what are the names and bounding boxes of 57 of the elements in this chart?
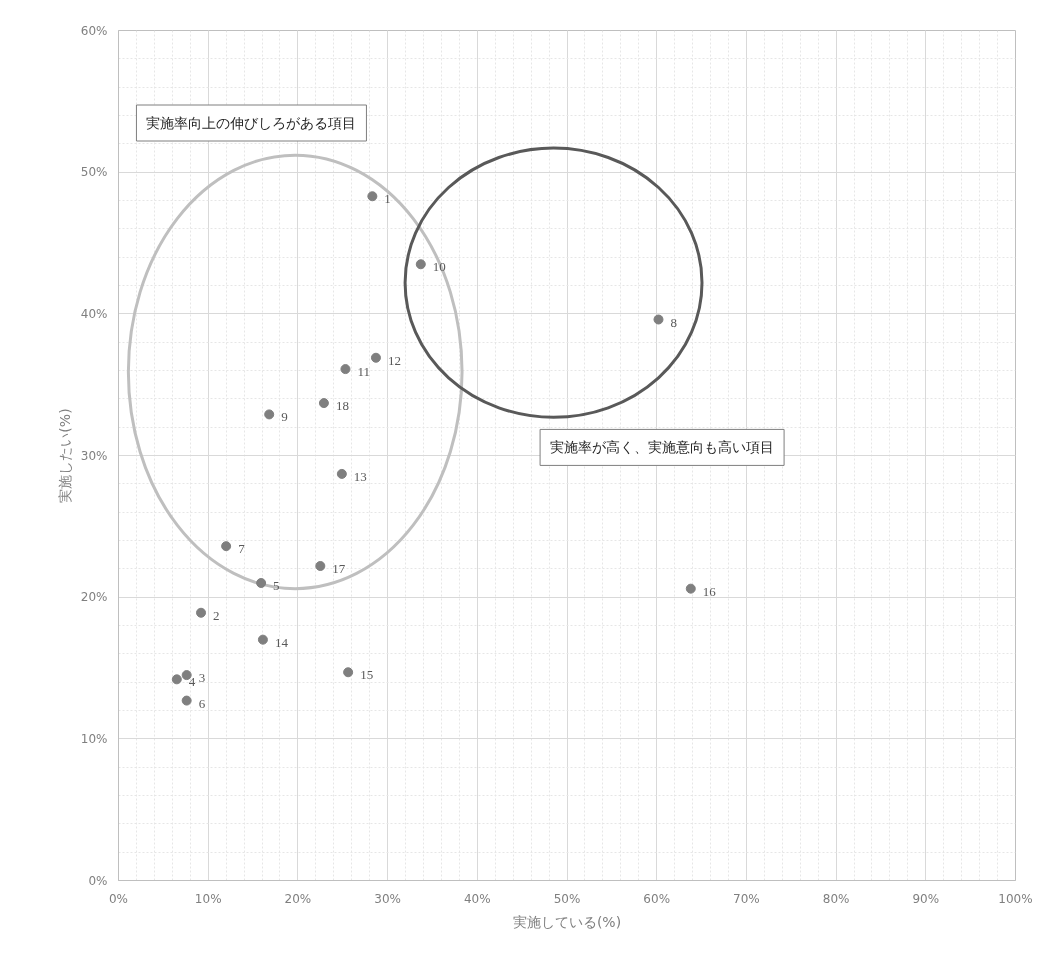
annotation: 実施率向上の伸びしろがある項目 — [146, 115, 357, 131]
point — [343, 667, 354, 678]
point — [318, 398, 329, 409]
text: 14 — [274, 634, 288, 650]
x-tick-label: 100% — [998, 891, 1033, 906]
point — [685, 583, 696, 594]
x-tick-label: 20% — [284, 891, 312, 906]
point — [336, 468, 347, 479]
text: 10 — [432, 259, 446, 275]
point — [257, 634, 268, 645]
x-tick-label: 90% — [912, 891, 940, 906]
point — [370, 352, 381, 363]
text: 13 — [353, 468, 367, 484]
y-tick-label: 50% — [80, 165, 108, 180]
text: 2 — [213, 607, 220, 623]
text: 4 — [188, 674, 196, 690]
x-tick-label: 0% — [108, 891, 129, 906]
point — [367, 191, 378, 202]
text: 5 — [273, 578, 280, 593]
point — [181, 695, 192, 706]
x-tick-label: 50% — [553, 891, 581, 906]
x-tick-label: 60% — [643, 891, 671, 906]
text: 6 — [198, 695, 206, 711]
point — [415, 259, 426, 270]
text: 12 — [387, 352, 401, 368]
text: 11 — [357, 364, 370, 380]
text: 1 — [384, 191, 391, 207]
point — [653, 314, 664, 325]
point — [171, 674, 182, 685]
y-tick-label: 20% — [80, 590, 108, 605]
text: 15 — [360, 667, 374, 683]
x-tick-label: 40% — [463, 891, 491, 906]
text: 3 — [198, 670, 206, 686]
y-tick-label: 10% — [80, 731, 108, 746]
text: 9 — [281, 409, 288, 425]
text: 8 — [670, 314, 677, 330]
y-tick-label: 0% — [88, 873, 108, 888]
x-tick-label: 80% — [822, 891, 850, 906]
text: 7 — [238, 541, 245, 557]
point — [340, 364, 351, 375]
annotation: 実施率が高く、実施意向も高い項目 — [550, 439, 775, 456]
x-axis-title: 実施している(%) — [512, 913, 622, 930]
point — [196, 607, 207, 618]
point — [256, 578, 267, 588]
x-tick-label: 30% — [374, 891, 401, 906]
point — [264, 409, 275, 420]
text: 17 — [332, 561, 346, 576]
text: 16 — [702, 583, 716, 599]
y-tick-label: 30% — [80, 448, 108, 463]
x-tick-label: 10% — [194, 891, 222, 906]
point — [221, 541, 232, 552]
y-axis-title: 実施したい(%) — [56, 408, 73, 503]
y-tick-label: 40% — [80, 306, 108, 321]
y-tick-label: 60% — [80, 23, 108, 38]
x-tick-label: 70% — [733, 891, 760, 906]
text: 18 — [335, 398, 349, 414]
point — [315, 561, 326, 571]
